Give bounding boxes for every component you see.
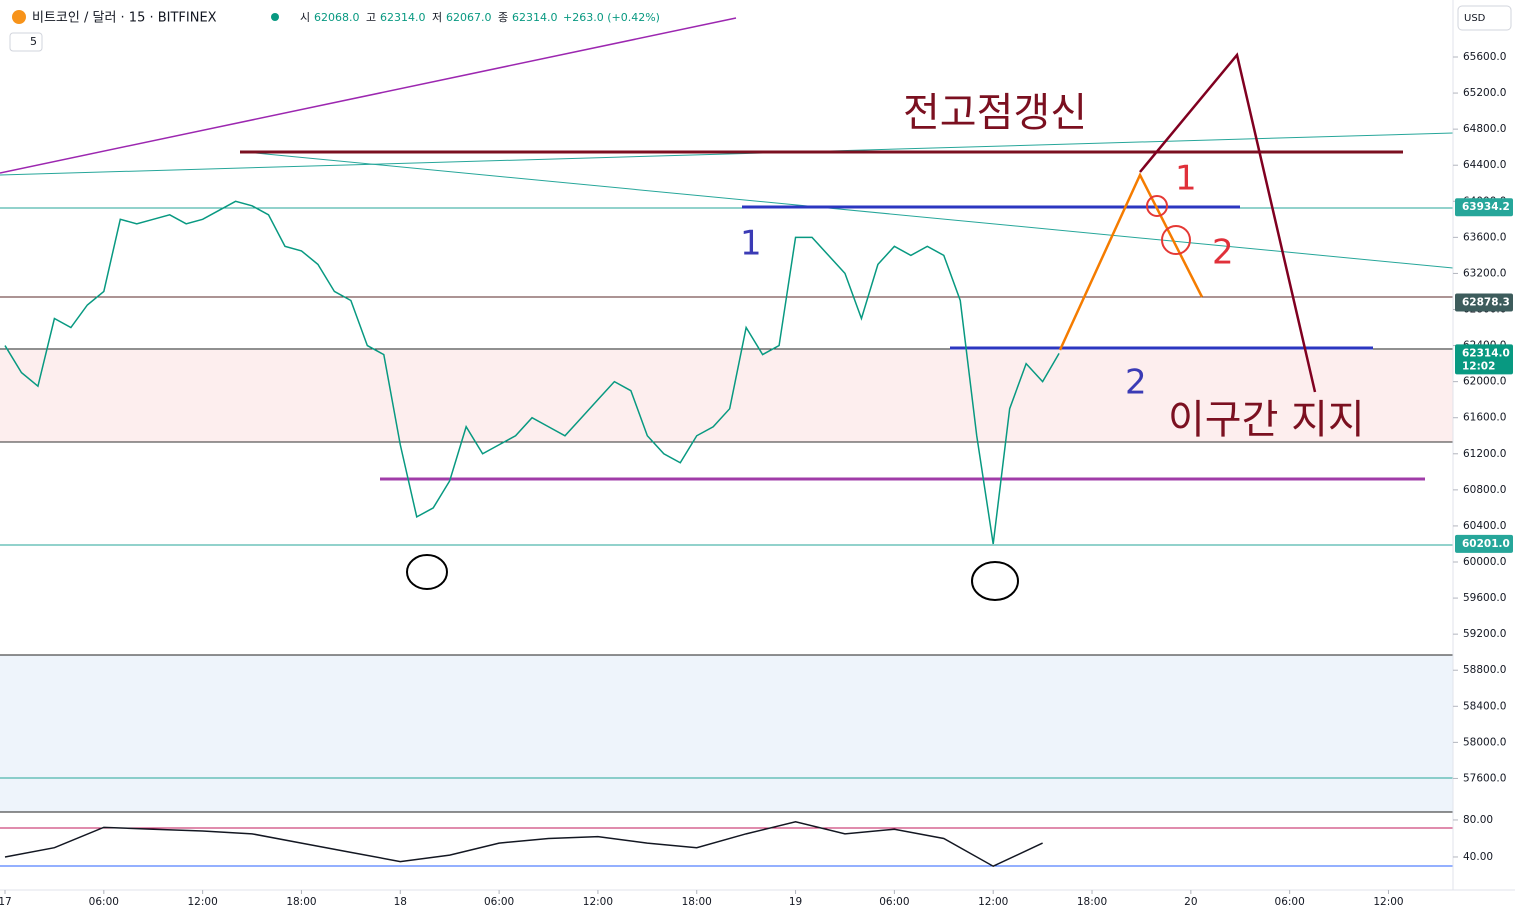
- y-tick-label: 65600.0: [1463, 51, 1506, 63]
- x-tick-label: 17: [0, 896, 12, 908]
- annotation: 전고점갱신: [903, 90, 1087, 136]
- y-tick-label: 64800.0: [1463, 123, 1506, 135]
- marker-circle: [406, 554, 448, 590]
- y-tick-label: 65200.0: [1463, 87, 1506, 99]
- price-label-box: [1455, 534, 1513, 553]
- y-tick-label: 63600.0: [1463, 231, 1506, 243]
- price-label: 62314.0: [1462, 347, 1510, 359]
- marker-circle: [1146, 195, 1168, 217]
- ohlc-label: 저: [432, 11, 442, 24]
- x-tick-label: 19: [789, 896, 802, 908]
- x-tick-label: 12:00: [978, 896, 1008, 908]
- y-tick-label: 61200.0: [1463, 448, 1506, 460]
- volume-zone: [0, 655, 1453, 812]
- x-tick-label: 18:00: [682, 896, 712, 908]
- y-tick-label: 64400.0: [1463, 159, 1506, 171]
- x-tick-label: 12:00: [188, 896, 218, 908]
- price-label-box: [1455, 293, 1513, 312]
- y-tick-label: 58000.0: [1463, 736, 1506, 748]
- trend-line: [0, 17, 737, 174]
- x-tick-label: 06:00: [484, 896, 514, 908]
- y-tick-label: 60000.0: [1463, 556, 1506, 568]
- marker-circle: [971, 561, 1019, 601]
- x-tick-label: 06:00: [1275, 896, 1305, 908]
- series-line: [4, 821, 1043, 868]
- annotation: 1: [1175, 159, 1197, 199]
- annotation: 2: [1125, 363, 1147, 403]
- y-tick-label: 60400.0: [1463, 520, 1506, 532]
- y-tick-label: 59600.0: [1463, 592, 1506, 604]
- coin-icon: [12, 10, 26, 24]
- status-dot: [271, 13, 279, 21]
- y-tick-label: 80.00: [1463, 814, 1493, 826]
- symbol[interactable]: 비트코인 / 달러 · 15 · BITFINEX: [32, 11, 217, 26]
- ohlc-value: 62068.0: [314, 11, 360, 24]
- indicator: 5: [30, 35, 37, 48]
- ohlc-value: 62067.0: [446, 11, 492, 24]
- price-label: 62878.3: [1462, 296, 1510, 308]
- x-tick-label: 12:00: [1373, 896, 1403, 908]
- annotation: 2: [1212, 233, 1234, 273]
- price-label-box: [1455, 198, 1513, 217]
- y-tick-label: 58800.0: [1463, 664, 1506, 676]
- scenario-path: [1058, 172, 1204, 351]
- y-tick-label: 60800.0: [1463, 484, 1506, 496]
- price-label: 63934.2: [1462, 201, 1510, 213]
- ohlc-label: 종: [498, 11, 508, 24]
- axis-bg: [1453, 0, 1515, 915]
- range-zone: [0, 350, 1453, 442]
- marker-circle: [1161, 225, 1191, 255]
- x-tick-label: 18:00: [1077, 896, 1107, 908]
- x-tick-label: 12:00: [583, 896, 613, 908]
- x-tick-label: 18: [394, 896, 407, 908]
- plot: [4, 200, 1060, 868]
- ohlc-value: 62314.0: [380, 11, 426, 24]
- change: +263.0 (+0.42%): [563, 11, 660, 24]
- ohlc-value: 62314.0: [512, 11, 558, 24]
- countdown: 12:02: [1462, 360, 1495, 372]
- x-tick-label: 06:00: [879, 896, 909, 908]
- series-line: [4, 200, 1060, 545]
- trend-line: [244, 151, 1454, 269]
- y-tick-label: 61600.0: [1463, 412, 1506, 424]
- y-tick-label: 40.00: [1463, 851, 1493, 863]
- ohlc-label: 시: [300, 11, 310, 24]
- trend-line: [0, 132, 1454, 176]
- y-tick-label: 58400.0: [1463, 700, 1506, 712]
- y-tick-label: 57600.0: [1463, 772, 1506, 784]
- x-tick-label: 18:00: [286, 896, 316, 908]
- y-tick-label: 59200.0: [1463, 628, 1506, 640]
- annotation: 이구간 지지: [1168, 397, 1365, 443]
- y-tick-label: 62000.0: [1463, 376, 1506, 388]
- x-tick-label: 06:00: [89, 896, 119, 908]
- scenario-path: [1139, 52, 1317, 393]
- annotation: 1: [740, 224, 762, 264]
- currency: USD: [1464, 13, 1486, 24]
- currency-button[interactable]: [1457, 5, 1512, 31]
- x-tick-label: 20: [1184, 896, 1197, 908]
- indicator-box[interactable]: [9, 32, 43, 52]
- price-label-box: [1455, 344, 1513, 375]
- ohlc-label: 고: [366, 11, 376, 24]
- y-tick-label: 63200.0: [1463, 267, 1506, 279]
- price-label: 60201.0: [1462, 538, 1510, 550]
